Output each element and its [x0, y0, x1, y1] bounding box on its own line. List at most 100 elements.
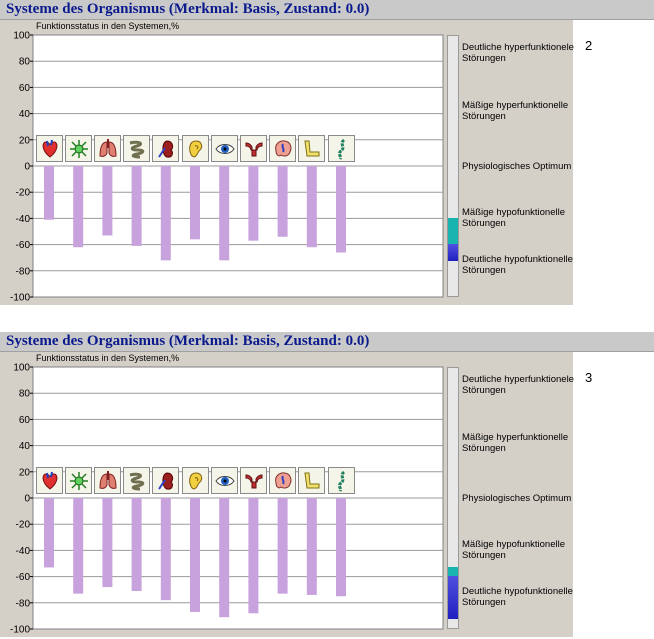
y-tick-label: 80 — [19, 57, 31, 68]
bar — [44, 498, 54, 568]
bar — [190, 166, 200, 240]
bar — [131, 498, 142, 592]
organ-icon-cell — [327, 135, 355, 162]
bar — [160, 166, 171, 261]
bar — [306, 498, 317, 595]
organ-icon-cell — [123, 467, 151, 494]
organ-icon-cell — [269, 467, 297, 494]
bar — [190, 498, 200, 612]
bar — [160, 498, 171, 601]
zone-label-mid-high: Mäßige hyperfunktionelle Störungen — [462, 100, 569, 122]
bar — [219, 498, 230, 618]
bar — [277, 166, 288, 237]
y-tick-label: -60 — [16, 240, 31, 251]
organ-icon-cell — [152, 135, 180, 162]
y-tick-label: -80 — [16, 266, 31, 277]
kidney-icon — [158, 472, 174, 490]
bar-chart: 100 80 60 40 20 0 -20 -40 -60 -80 -100 — [10, 363, 444, 636]
kidney-icon — [158, 140, 174, 158]
nerve-cell-icon — [69, 472, 88, 490]
y-axis-title: Funktionsstatus in den Systemen,% — [36, 353, 180, 363]
y-tick-label: -60 — [16, 572, 31, 583]
scale-teal-segment — [448, 566, 458, 576]
zone-label-optimum: Physiologisches Optimum — [462, 161, 572, 172]
zone-label-mid-low: Mäßige hypofunktionelle Störungen — [462, 207, 565, 229]
panel-title: Systeme des Organismus (Merkmal: Basis, … — [6, 1, 370, 17]
bar — [219, 166, 230, 261]
heart-icon — [42, 139, 57, 158]
status-scale — [447, 367, 459, 629]
ear-icon — [188, 140, 202, 158]
chart-body: Funktionsstatus in den Systemen,% 100 80 6… — [0, 352, 574, 637]
y-tick-label: 20 — [19, 135, 31, 146]
system-panel-3: Systeme des Organismus (Merkmal: Basis, … — [0, 332, 654, 638]
lungs-icon — [99, 471, 117, 489]
bar — [73, 166, 84, 248]
y-tick-label: -20 — [16, 520, 31, 531]
panel-title: Systeme des Organismus (Merkmal: Basis, … — [6, 333, 370, 349]
organ-icon-cell — [123, 135, 151, 162]
y-tick-label: -40 — [16, 546, 31, 557]
ear-icon — [188, 472, 202, 490]
bar — [306, 166, 317, 248]
zone-label-optimum: Physiologisches Optimum — [462, 493, 572, 504]
scale-blue-segment — [448, 576, 458, 619]
joint-icon — [304, 140, 320, 157]
organ-icon-cell — [181, 135, 209, 162]
panel-number: 3 — [585, 370, 593, 385]
y-tick-label: 0 — [24, 162, 30, 173]
heart-icon — [42, 471, 57, 490]
bar — [336, 166, 346, 253]
organ-icon-cell — [210, 467, 238, 494]
y-tick-label: -100 — [10, 625, 30, 636]
status-scale — [447, 35, 459, 297]
y-tick-label: -40 — [16, 214, 31, 225]
intestine-icon — [129, 472, 145, 491]
intestine-icon — [129, 140, 145, 159]
y-tick-label: 100 — [13, 31, 30, 42]
bar — [73, 498, 84, 594]
uterus-icon — [245, 142, 263, 157]
bar-chart: 100 80 60 40 20 0 -20 -40 -60 -80 -100 — [10, 31, 444, 304]
panel-number: 2 — [585, 38, 593, 53]
brain-icon — [275, 472, 292, 489]
bar — [248, 166, 259, 241]
brain-icon — [275, 140, 292, 157]
organ-icon-cell — [35, 467, 63, 494]
eye-icon — [215, 144, 235, 154]
uterus-icon — [245, 474, 263, 489]
zone-label-high: Deutliche hyperfunktionele Störungen — [462, 42, 574, 64]
zone-label-mid-high: Mäßige hyperfunktionelle Störungen — [462, 432, 569, 454]
spine-icon — [337, 138, 345, 160]
organ-icon-cell — [239, 467, 267, 494]
y-tick-label: 0 — [24, 494, 30, 505]
organ-icon-cell — [152, 467, 180, 494]
y-tick-label: 100 — [13, 363, 30, 374]
organ-icon-cell — [93, 135, 121, 162]
panel-title-bar: Systeme des Organismus (Merkmal: Basis, … — [0, 0, 654, 20]
scale-blue-segment — [448, 244, 458, 261]
zone-label-high: Deutliche hyperfunktionele Störungen — [462, 374, 574, 396]
organ-icon-cell — [327, 467, 355, 494]
bar — [131, 166, 142, 246]
joint-icon — [304, 472, 320, 489]
y-tick-label: 20 — [19, 467, 31, 478]
y-tick-label: 40 — [19, 109, 31, 120]
zone-label-low: Deutliche hypofunktionelle Störungen — [462, 254, 573, 276]
organ-icon-cell — [64, 467, 92, 494]
organ-icon-cell — [35, 135, 63, 162]
y-tick-label: 60 — [19, 415, 31, 426]
y-tick-label: -20 — [16, 188, 31, 199]
eye-icon — [215, 476, 235, 486]
y-tick-label: -100 — [10, 293, 30, 304]
y-axis-title: Funktionsstatus in den Systemen,% — [36, 21, 180, 31]
zone-label-low: Deutliche hypofunktionelle Störungen — [462, 586, 573, 608]
system-panel-2: Systeme des Organismus (Merkmal: Basis, … — [0, 0, 654, 306]
bar — [44, 166, 54, 220]
bar — [102, 166, 113, 236]
y-tick-label: -80 — [16, 598, 31, 609]
organ-icon-cell — [298, 135, 326, 162]
organ-icon-cell — [93, 467, 121, 494]
chart-body: Funktionsstatus in den Systemen,% 100 80 6… — [0, 20, 574, 305]
organ-icon-cell — [64, 135, 92, 162]
